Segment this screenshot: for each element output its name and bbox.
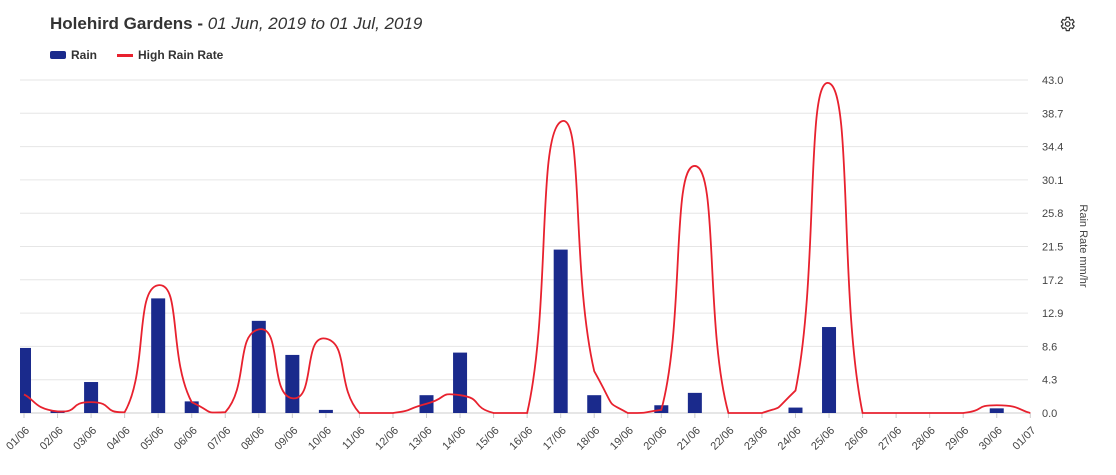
x-tick-label: 21/06: [675, 425, 703, 453]
rain-swatch: [50, 51, 66, 59]
chart-title: Holehird Gardens - 01 Jun, 2019 to 01 Ju…: [50, 14, 422, 34]
rain-bar: [84, 382, 99, 413]
x-tick-label: 01/07: [1010, 425, 1038, 453]
legend-item-high-rain-rate[interactable]: High Rain Rate: [117, 48, 223, 62]
x-tick-label: 19/06: [608, 425, 636, 453]
legend-label-rain: Rain: [71, 48, 98, 62]
x-tick-label: 14/06: [440, 425, 468, 453]
rain-bar: [587, 395, 602, 413]
x-tick-label: 06/06: [172, 425, 200, 453]
y-tick-label: 4.3: [1042, 375, 1057, 387]
rain-bar: [453, 352, 468, 413]
x-tick-label: 22/06: [709, 425, 737, 453]
rain-bar: [20, 347, 31, 413]
x-tick-label: 30/06: [977, 425, 1005, 453]
y-axis-title: Rain Rate mm/hr: [1077, 204, 1089, 287]
rain-bar: [251, 320, 266, 413]
chart-legend: Rain High Rain Rate: [50, 48, 243, 62]
legend-label-high-rain-rate: High Rain Rate: [138, 48, 224, 62]
x-tick-label: 04/06: [105, 425, 133, 453]
x-tick-label: 08/06: [239, 425, 267, 453]
y-tick-label: 43.0: [1042, 75, 1063, 87]
x-tick-label: 07/06: [205, 425, 233, 453]
rain-bar: [788, 407, 803, 413]
rain-bar: [285, 354, 300, 413]
x-tick-label: 23/06: [742, 425, 770, 453]
x-tick-label: 13/06: [407, 425, 435, 453]
x-tick-label: 05/06: [138, 425, 166, 453]
x-tick-label: 01/06: [4, 425, 32, 453]
rain-bar: [553, 249, 568, 413]
y-tick-label: 38.7: [1042, 108, 1063, 120]
x-tick-label: 09/06: [273, 425, 301, 453]
y-tick-label: 30.1: [1042, 175, 1063, 187]
title-separator: -: [197, 14, 204, 33]
x-tick-label: 26/06: [843, 425, 871, 453]
x-tick-label: 02/06: [38, 425, 66, 453]
y-tick-label: 12.9: [1042, 308, 1063, 320]
rain-bar: [318, 409, 333, 413]
legend-item-rain[interactable]: Rain: [50, 48, 97, 62]
high-rain-rate-line: [23, 82, 1031, 414]
y-tick-label: 34.4: [1042, 142, 1063, 154]
x-tick-label: 18/06: [574, 425, 602, 453]
y-tick-label: 21.5: [1042, 242, 1063, 254]
y-tick-label: 0.0: [1042, 408, 1057, 420]
x-tick-label: 12/06: [373, 425, 401, 453]
rain-bar: [151, 298, 166, 413]
x-tick-label: 15/06: [474, 425, 502, 453]
rain-bar: [989, 408, 1004, 413]
rain-bar: [822, 327, 837, 413]
x-tick-label: 25/06: [809, 425, 837, 453]
high-rain-rate-swatch: [117, 53, 134, 57]
x-tick-label: 03/06: [71, 425, 99, 453]
x-tick-label: 28/06: [910, 425, 938, 453]
x-tick-label: 24/06: [776, 425, 804, 453]
x-tick-label: 29/06: [943, 425, 971, 453]
rain-bar: [184, 401, 199, 413]
x-tick-label: 10/06: [306, 425, 334, 453]
station-name: Holehird Gardens: [50, 14, 193, 33]
rain-bar: [687, 392, 702, 413]
gear-icon[interactable]: [1058, 15, 1076, 33]
y-tick-label: 25.8: [1042, 208, 1063, 220]
y-tick-label: 8.6: [1042, 341, 1057, 353]
x-tick-label: 20/06: [641, 425, 669, 453]
x-tick-label: 27/06: [876, 425, 904, 453]
date-range: 01 Jun, 2019 to 01 Jul, 2019: [207, 14, 423, 33]
y-tick-label: 17.2: [1042, 275, 1063, 287]
x-tick-label: 11/06: [340, 425, 367, 452]
x-tick-label: 17/06: [541, 425, 569, 453]
x-tick-label: 16/06: [507, 425, 535, 453]
